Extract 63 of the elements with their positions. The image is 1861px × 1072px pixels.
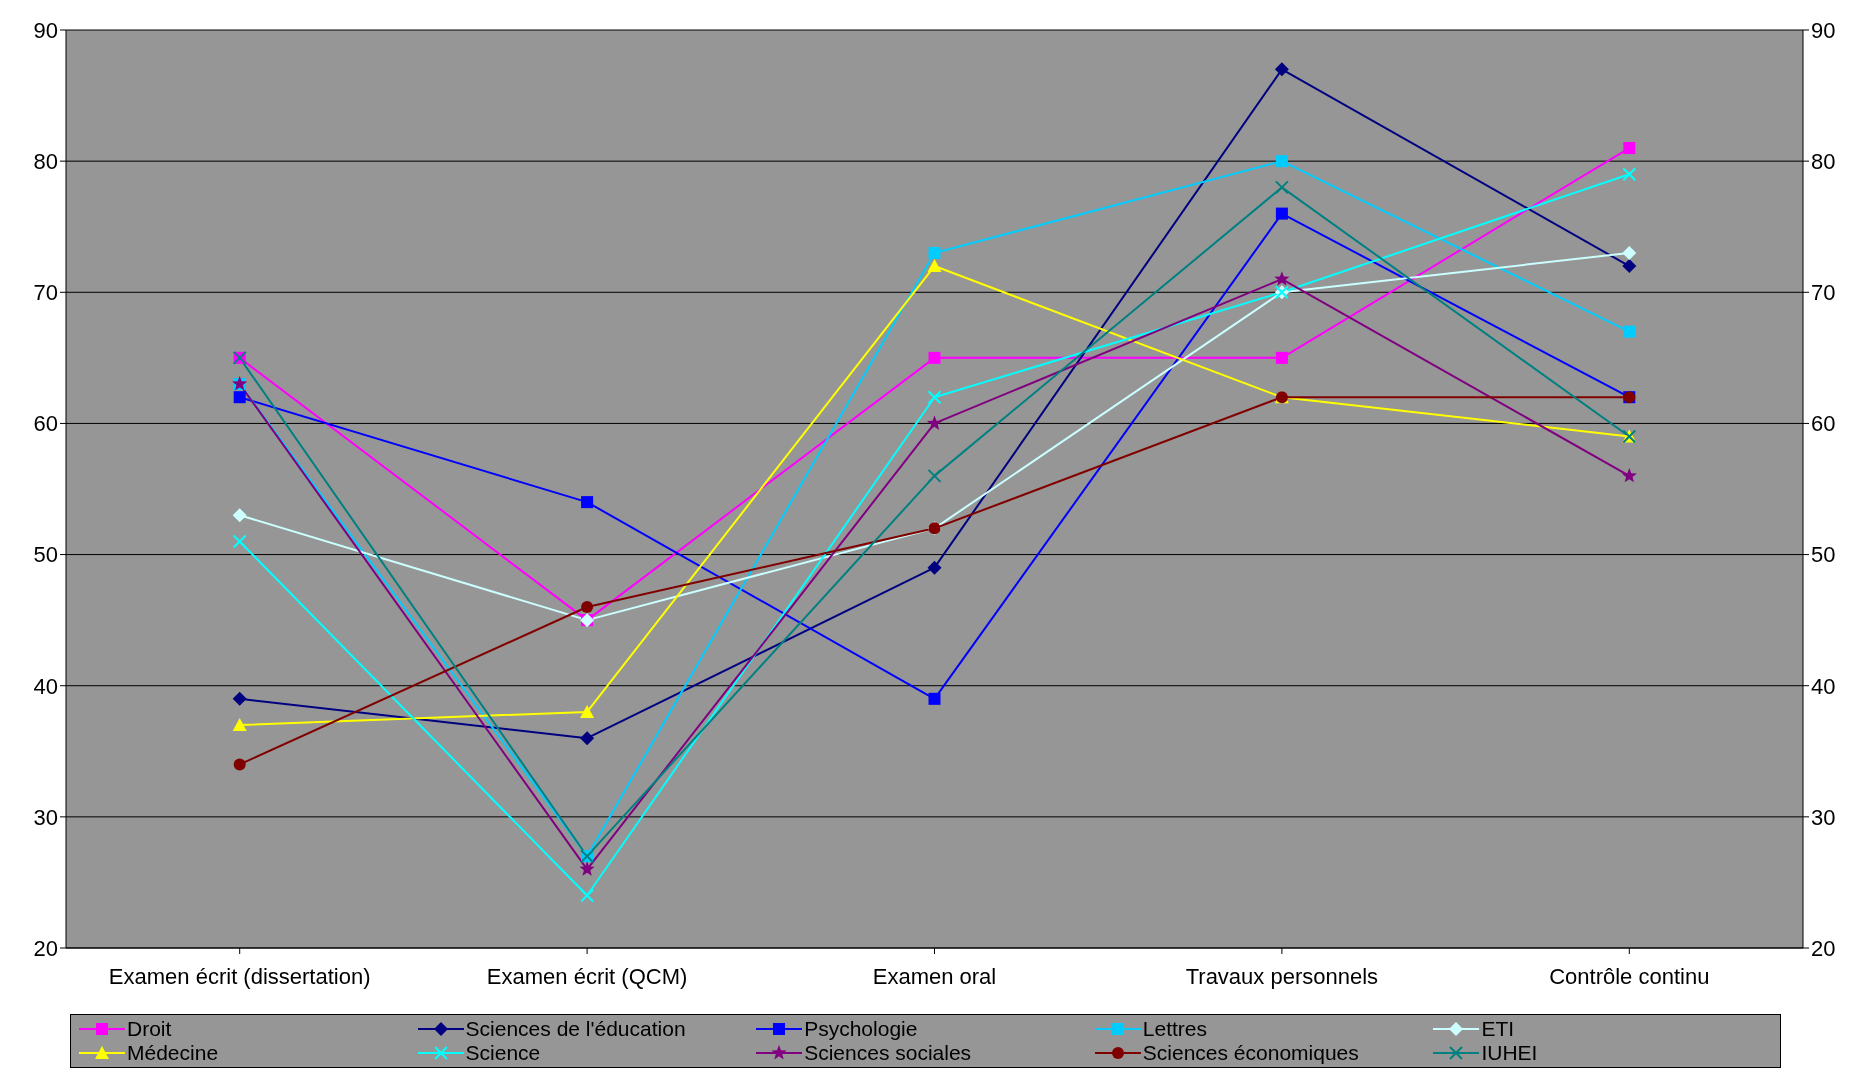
legend-label: Sciences de l'éducation — [465, 1017, 686, 1041]
point — [927, 468, 942, 483]
point — [581, 601, 594, 614]
point — [928, 351, 941, 364]
point — [233, 758, 246, 771]
point — [1622, 259, 1637, 274]
point — [232, 508, 247, 523]
y-tick-label: 80 — [33, 148, 58, 174]
legend-label: Lettres — [1142, 1017, 1207, 1041]
point — [232, 691, 247, 706]
legend-label: IUHEI — [1481, 1041, 1538, 1065]
y-tick-label: 90 — [33, 17, 58, 43]
point — [928, 246, 941, 259]
legend-label: Science — [465, 1041, 541, 1065]
point — [927, 390, 942, 405]
x-tick-label: Contrôle continu — [1549, 963, 1710, 989]
point — [580, 888, 595, 903]
y2-tick-label: 60 — [1811, 411, 1836, 437]
y2-tick-label: 80 — [1811, 148, 1836, 174]
point — [926, 415, 943, 430]
legend-label: Médecine — [127, 1041, 219, 1065]
point — [232, 718, 247, 732]
point — [1275, 207, 1288, 220]
point — [1621, 467, 1637, 483]
y-tick-label: 30 — [33, 804, 58, 830]
y-tick-label: 60 — [33, 411, 58, 437]
point — [580, 704, 595, 718]
point — [928, 692, 941, 705]
y2-tick-label: 90 — [1811, 17, 1836, 43]
point — [1275, 155, 1288, 168]
point — [233, 391, 246, 404]
x-tick-label: Examen écrit (dissertation) — [108, 963, 371, 989]
legend-label: ETI — [1481, 1017, 1515, 1041]
y2-tick-label: 30 — [1811, 804, 1836, 830]
y-tick-label: 20 — [33, 935, 58, 961]
y2-tick-label: 50 — [1811, 542, 1836, 568]
point — [1622, 167, 1637, 182]
y-tick-label: 40 — [33, 673, 58, 699]
legend-label: Sciences sociales — [804, 1041, 972, 1065]
y-tick-label: 50 — [33, 542, 58, 568]
point — [927, 259, 942, 273]
point — [1622, 245, 1637, 260]
point — [232, 534, 247, 549]
y2-tick-label: 20 — [1811, 935, 1836, 961]
x-tick-label: Examen écrit (QCM) — [486, 963, 688, 989]
y-tick-label: 70 — [33, 280, 58, 306]
point — [579, 861, 595, 876]
point — [580, 731, 595, 746]
legend-label: Droit — [127, 1017, 172, 1041]
legend-label: Sciences économiques — [1142, 1041, 1359, 1065]
x-tick-label: Travaux personnels — [1185, 963, 1379, 989]
point — [1274, 180, 1289, 195]
point — [1275, 351, 1288, 364]
point — [927, 560, 942, 575]
y2-tick-label: 40 — [1811, 673, 1836, 699]
y2-tick-label: 70 — [1811, 280, 1836, 306]
point — [1623, 142, 1636, 155]
legend-label: Psychologie — [804, 1017, 918, 1041]
point — [581, 496, 594, 509]
x-tick-label: Examen oral — [872, 963, 997, 989]
point — [1623, 325, 1636, 338]
point — [1274, 271, 1290, 286]
point — [1274, 62, 1289, 77]
